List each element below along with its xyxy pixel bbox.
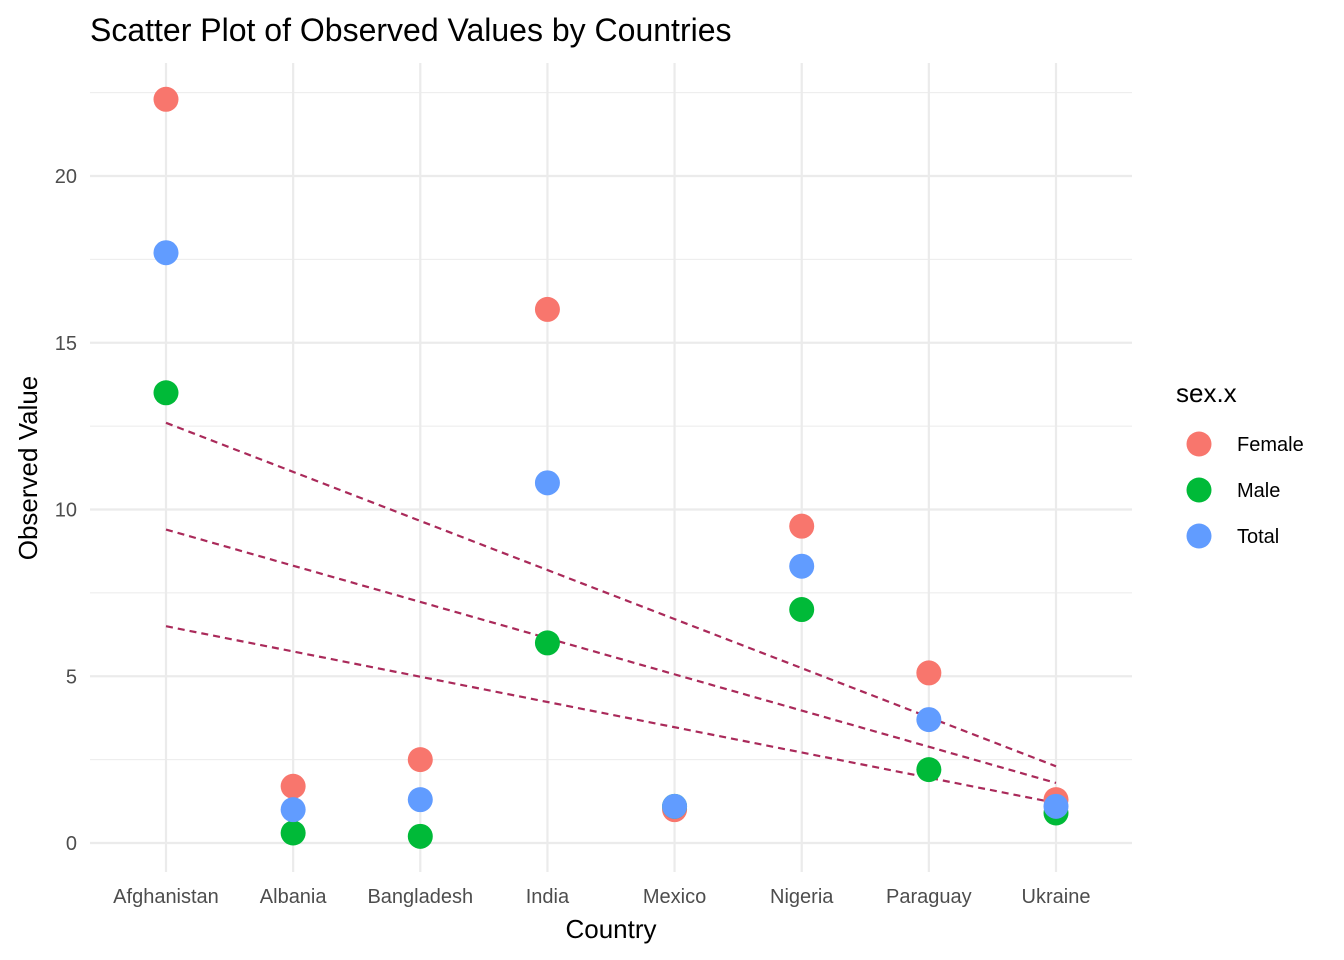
x-tick-label: Nigeria <box>770 886 834 908</box>
data-point-female <box>916 660 942 686</box>
legend-key-male <box>1186 477 1212 503</box>
x-tick-label: Bangladesh <box>367 886 473 908</box>
y-tick-label: 5 <box>66 666 77 688</box>
trend-lines <box>165 421 1057 805</box>
x-axis-title: Country <box>565 914 656 944</box>
data-point-male <box>534 630 560 656</box>
data-point-total <box>153 240 179 266</box>
trend-line <box>165 528 1057 785</box>
data-point-total <box>280 797 306 823</box>
data-point-female <box>534 296 560 322</box>
trend-line <box>165 625 1057 805</box>
data-point-male <box>789 597 815 623</box>
data-point-male <box>916 757 942 783</box>
legend-key-total <box>1186 523 1212 549</box>
legend-items: Female Male Total <box>1186 431 1304 549</box>
data-point-total <box>662 793 688 819</box>
data-point-total <box>789 553 815 579</box>
data-points <box>153 86 1069 849</box>
legend-title: sex.x <box>1176 378 1237 408</box>
legend: sex.x Female Male Total <box>1176 378 1304 549</box>
data-point-total <box>1043 793 1069 819</box>
data-point-female <box>407 747 433 773</box>
data-point-total <box>407 787 433 813</box>
data-point-female <box>789 513 815 539</box>
y-axis-title: Observed Value <box>13 376 43 561</box>
x-tick-label: Paraguay <box>886 886 972 908</box>
y-tick-label: 15 <box>55 333 77 355</box>
x-tick-label: Albania <box>260 886 328 908</box>
x-tick-label: Mexico <box>643 886 706 908</box>
data-point-female <box>153 86 179 112</box>
data-point-male <box>153 380 179 406</box>
legend-label-male: Male <box>1237 480 1280 502</box>
x-tick-label: India <box>526 886 570 908</box>
legend-label-total: Total <box>1237 526 1279 548</box>
y-tick-label: 0 <box>66 833 77 855</box>
y-tick-label: 10 <box>55 500 77 522</box>
legend-label-female: Female <box>1237 434 1304 456</box>
y-tick-labels: 0 5 10 15 20 <box>55 166 77 855</box>
y-tick-label: 20 <box>55 166 77 188</box>
data-point-female <box>280 773 306 799</box>
x-tick-label: Afghanistan <box>113 886 219 908</box>
chart-title: Scatter Plot of Observed Values by Count… <box>90 12 732 48</box>
x-tick-labels: Afghanistan Albania Bangladesh India Mexico N… <box>113 886 1090 908</box>
data-point-male <box>280 820 306 846</box>
legend-key-female <box>1186 431 1212 457</box>
grid-layer <box>90 63 1132 872</box>
data-point-male <box>407 823 433 849</box>
data-point-total <box>534 470 560 496</box>
x-tick-label: Ukraine <box>1022 886 1091 908</box>
trend-line <box>165 421 1057 768</box>
data-point-total <box>916 707 942 733</box>
